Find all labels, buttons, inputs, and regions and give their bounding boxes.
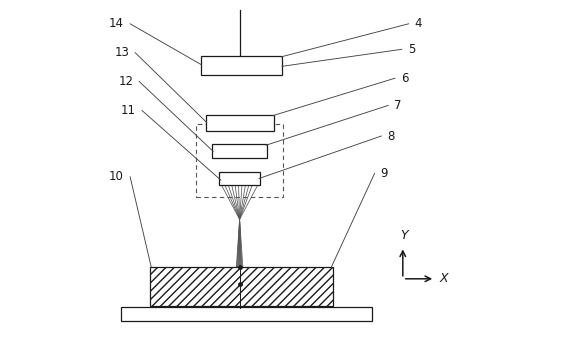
Text: 11: 11 <box>121 104 136 117</box>
Bar <box>196 124 283 197</box>
Bar <box>200 56 282 75</box>
Text: 8: 8 <box>388 130 395 142</box>
Text: 13: 13 <box>114 46 129 59</box>
Text: 12: 12 <box>118 75 133 88</box>
Text: 10: 10 <box>109 170 124 183</box>
Text: 5: 5 <box>408 43 415 56</box>
Text: 7: 7 <box>395 99 402 112</box>
Bar <box>206 115 274 131</box>
Text: Y: Y <box>400 230 408 242</box>
Bar <box>120 307 372 321</box>
Text: 9: 9 <box>381 167 388 180</box>
Text: X: X <box>439 272 448 285</box>
Bar <box>219 172 260 185</box>
Bar <box>150 267 333 306</box>
Bar <box>212 144 267 158</box>
Text: 4: 4 <box>415 17 422 30</box>
Text: 6: 6 <box>401 72 409 85</box>
Text: 14: 14 <box>109 17 124 30</box>
